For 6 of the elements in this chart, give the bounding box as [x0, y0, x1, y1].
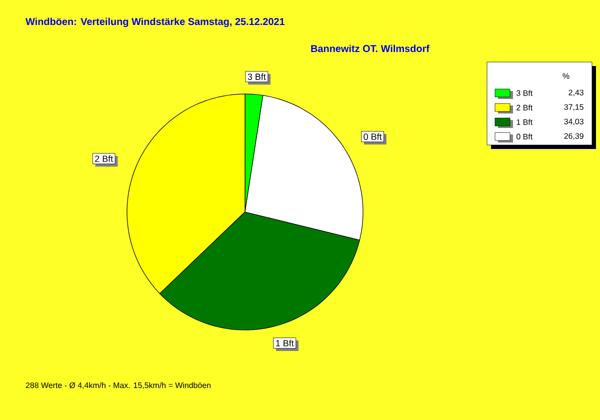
slice-label: 1 Bft [276, 340, 294, 346]
chart-title: Windböen: Verteilung Windstärke Samstag, 25.12.2021 [26, 18, 285, 28]
slice-label: 0 Bft [364, 133, 382, 140]
slice-label: 2 Bft [95, 155, 114, 162]
slice-label: 3 Bft [248, 73, 266, 80]
chart-subtitle: Bannewitz OT. Wilmsdorf [311, 44, 430, 52]
